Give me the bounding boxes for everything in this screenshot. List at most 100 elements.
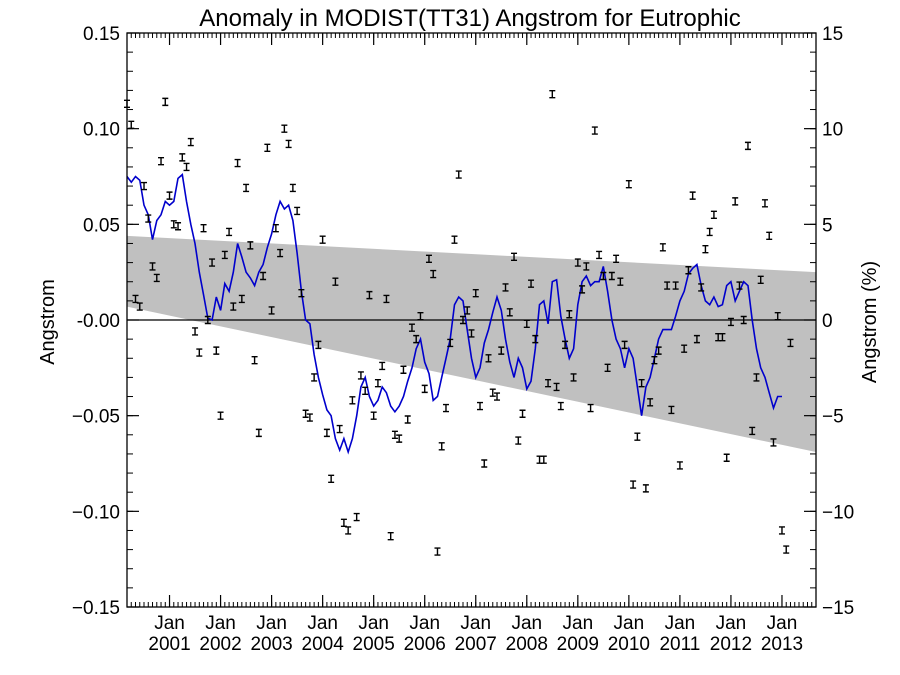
data-point-marker — [153, 273, 160, 283]
data-point-marker — [349, 396, 356, 405]
data-point-marker — [438, 442, 445, 451]
data-point — [230, 302, 237, 311]
data-point — [357, 371, 364, 380]
data-point — [574, 258, 581, 267]
data-point-marker — [502, 283, 509, 292]
data-point — [298, 289, 305, 298]
x-tick-label-year: 2004 — [302, 634, 345, 655]
data-point-marker — [574, 258, 581, 267]
x-tick-label-year: 2009 — [557, 634, 599, 655]
y-tick-label-left: −0.05 — [72, 407, 120, 428]
anomaly-line — [126, 173, 782, 455]
data-point-marker — [494, 392, 501, 401]
data-point-marker — [472, 289, 479, 298]
data-point — [787, 338, 794, 348]
data-point-marker — [778, 526, 785, 535]
data-point — [540, 455, 547, 464]
data-point — [319, 235, 326, 244]
data-point-marker — [323, 428, 330, 438]
data-point-marker — [540, 455, 547, 464]
data-point-marker — [379, 361, 386, 371]
data-point-marker — [374, 378, 381, 388]
data-point — [255, 428, 262, 438]
x-tick-label-month: Jan — [563, 613, 594, 634]
data-point-marker — [268, 306, 275, 315]
data-point-marker — [408, 323, 415, 332]
data-point — [387, 532, 394, 541]
data-point-marker — [477, 401, 484, 411]
data-point-marker — [447, 338, 454, 348]
data-point — [285, 139, 292, 149]
data-point — [289, 183, 296, 193]
data-point — [200, 223, 207, 233]
data-point-marker — [298, 289, 305, 298]
data-point-marker — [345, 526, 352, 535]
data-point — [196, 348, 203, 357]
data-point-marker — [311, 373, 318, 382]
data-point-marker — [141, 181, 148, 191]
data-point-marker — [545, 378, 552, 388]
data-point — [434, 547, 441, 556]
data-point — [727, 317, 734, 327]
data-point-marker — [634, 432, 641, 441]
data-point — [404, 415, 411, 424]
data-point — [600, 271, 607, 281]
data-point — [294, 206, 301, 216]
data-point-marker — [289, 183, 296, 193]
data-point-marker — [306, 413, 313, 422]
data-point-marker — [370, 411, 377, 420]
data-point-marker — [617, 277, 624, 286]
x-tick-label-year: 2005 — [353, 634, 395, 655]
data-point — [511, 252, 518, 262]
data-point-marker — [336, 424, 343, 434]
data-point-marker — [727, 317, 734, 327]
y-axis-label-right: Angstrom (%) — [859, 261, 881, 383]
data-point-marker — [557, 401, 564, 411]
data-point-marker — [566, 310, 573, 319]
data-point — [557, 401, 564, 411]
data-point — [698, 283, 705, 292]
data-point-marker — [770, 438, 777, 447]
data-point — [757, 275, 764, 285]
data-point — [281, 124, 288, 133]
data-point-marker — [425, 254, 432, 263]
data-point — [506, 308, 513, 317]
data-point-marker — [468, 329, 475, 338]
data-point — [528, 279, 535, 288]
data-point — [587, 403, 594, 413]
x-tick-label-month: Jan — [256, 613, 287, 634]
data-point-marker — [642, 484, 649, 493]
data-point-marker — [183, 162, 190, 172]
data-point-marker — [753, 373, 760, 382]
data-point — [761, 199, 768, 208]
data-point — [659, 243, 666, 252]
data-point — [766, 231, 773, 241]
data-point-marker — [549, 90, 556, 99]
data-point — [149, 262, 156, 271]
data-point — [608, 271, 615, 281]
data-point-marker — [583, 262, 590, 271]
data-point — [596, 250, 603, 260]
data-point-marker — [260, 271, 267, 281]
data-point-marker — [681, 344, 688, 353]
data-point-marker — [281, 124, 288, 133]
data-point — [192, 327, 199, 336]
data-point — [481, 459, 488, 468]
data-point-marker — [511, 252, 518, 262]
data-point-marker — [234, 158, 241, 168]
data-point — [532, 334, 539, 344]
data-point — [621, 340, 628, 350]
data-point — [166, 191, 173, 200]
y-tick-label-left: 0.15 — [83, 24, 120, 45]
data-point — [272, 223, 279, 233]
data-point-marker — [498, 346, 505, 355]
data-point — [396, 434, 403, 443]
data-point — [477, 401, 484, 411]
data-point-marker — [294, 206, 301, 216]
data-point — [345, 526, 352, 535]
data-point-marker — [744, 141, 751, 151]
data-point — [723, 453, 730, 462]
data-point — [170, 220, 177, 229]
data-point-marker — [400, 365, 407, 374]
data-point — [706, 227, 713, 237]
